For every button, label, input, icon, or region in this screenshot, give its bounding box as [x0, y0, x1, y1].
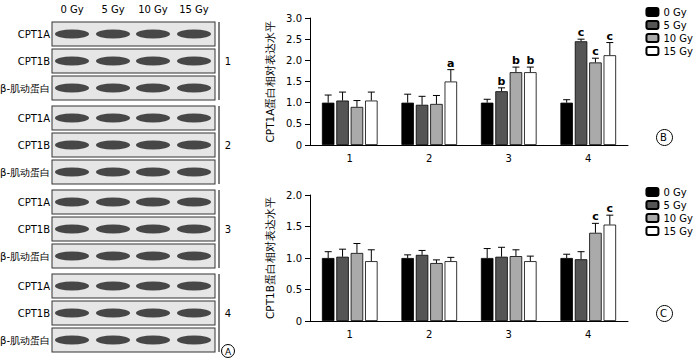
svg-text:C: C	[660, 308, 667, 319]
svg-text:a: a	[447, 57, 454, 70]
svg-text:10 Gy: 10 Gy	[663, 213, 693, 224]
svg-text:β-肌动蛋白: β-肌动蛋白	[0, 167, 50, 178]
svg-text:c: c	[607, 30, 614, 43]
svg-text:4: 4	[225, 308, 231, 319]
svg-text:0.5: 0.5	[286, 118, 302, 129]
svg-text:b: b	[498, 75, 506, 88]
svg-text:1.5: 1.5	[286, 76, 302, 87]
svg-text:2: 2	[225, 140, 231, 151]
svg-text:5 Gy: 5 Gy	[101, 4, 124, 15]
svg-text:3: 3	[225, 224, 231, 235]
svg-text:CPT1B: CPT1B	[18, 308, 50, 319]
svg-text:4: 4	[585, 329, 591, 340]
svg-text:1: 1	[225, 56, 231, 67]
svg-text:1.5: 1.5	[286, 221, 302, 232]
svg-text:3: 3	[506, 329, 512, 340]
svg-text:1.0: 1.0	[286, 97, 302, 108]
svg-text:b: b	[526, 54, 534, 67]
svg-text:0.5: 0.5	[286, 284, 302, 295]
svg-text:CPT1A蛋白相对表达水平: CPT1A蛋白相对表达水平	[264, 21, 276, 143]
svg-text:CPT1A: CPT1A	[18, 29, 50, 40]
svg-text:1: 1	[347, 329, 353, 340]
svg-text:0: 0	[296, 316, 302, 327]
svg-text:15 Gy: 15 Gy	[663, 46, 693, 57]
svg-text:β-肌动蛋白: β-肌动蛋白	[0, 335, 50, 346]
svg-text:CPT1A: CPT1A	[18, 113, 50, 124]
svg-text:4: 4	[585, 153, 591, 164]
svg-text:1: 1	[347, 153, 353, 164]
svg-text:5 Gy: 5 Gy	[663, 20, 686, 31]
svg-text:0: 0	[296, 140, 302, 151]
svg-text:0 Gy: 0 Gy	[663, 187, 686, 198]
svg-text:2: 2	[426, 153, 432, 164]
svg-text:3: 3	[506, 153, 512, 164]
svg-text:B: B	[660, 132, 667, 143]
svg-text:CPT1B蛋白相对表达水平: CPT1B蛋白相对表达水平	[264, 197, 276, 319]
svg-text:c: c	[607, 202, 614, 215]
svg-text:15 Gy: 15 Gy	[179, 4, 209, 15]
svg-text:CPT1B: CPT1B	[18, 224, 50, 235]
svg-text:CPT1B: CPT1B	[18, 56, 50, 67]
svg-text:β-肌动蛋白: β-肌动蛋白	[0, 251, 50, 262]
svg-text:c: c	[592, 210, 599, 223]
svg-text:10 Gy: 10 Gy	[663, 33, 693, 44]
svg-text:0 Gy: 0 Gy	[663, 7, 686, 18]
svg-text:3.0: 3.0	[286, 13, 302, 24]
svg-text:0 Gy: 0 Gy	[60, 4, 83, 15]
svg-text:1.0: 1.0	[286, 253, 302, 264]
svg-text:2: 2	[426, 329, 432, 340]
svg-text:CPT1A: CPT1A	[18, 281, 50, 292]
svg-text:CPT1A: CPT1A	[18, 197, 50, 208]
svg-text:c: c	[592, 45, 599, 58]
svg-text:2.5: 2.5	[286, 34, 302, 45]
svg-text:CPT1B: CPT1B	[18, 140, 50, 151]
svg-text:b: b	[512, 54, 520, 67]
svg-text:c: c	[578, 26, 585, 39]
svg-text:5 Gy: 5 Gy	[663, 200, 686, 211]
svg-text:15 Gy: 15 Gy	[663, 226, 693, 237]
svg-text:2.0: 2.0	[286, 55, 302, 66]
svg-text:β-肌动蛋白: β-肌动蛋白	[0, 83, 50, 94]
svg-text:A: A	[225, 347, 232, 357]
svg-text:2.0: 2.0	[286, 190, 302, 201]
svg-text:10 Gy: 10 Gy	[138, 4, 168, 15]
